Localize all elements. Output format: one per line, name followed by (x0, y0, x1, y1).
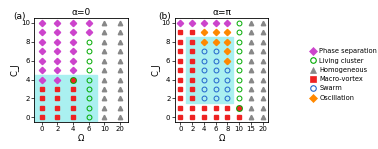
Text: (b): (b) (158, 12, 170, 21)
Bar (186, 37, 233, 103)
Bar (34, 75, 96, 122)
Y-axis label: C_J: C_J (151, 64, 160, 76)
Legend: Phase separation, Living cluster, Homogeneous, Macro-vortex, Swarm, Oscillation: Phase separation, Living cluster, Homoge… (308, 47, 378, 102)
Text: (a): (a) (13, 12, 26, 21)
X-axis label: Ω: Ω (78, 134, 84, 143)
Y-axis label: C_J: C_J (11, 64, 19, 76)
Title: α=π: α=π (212, 8, 231, 17)
Title: α=0: α=0 (71, 8, 90, 17)
X-axis label: Ω: Ω (218, 134, 225, 143)
